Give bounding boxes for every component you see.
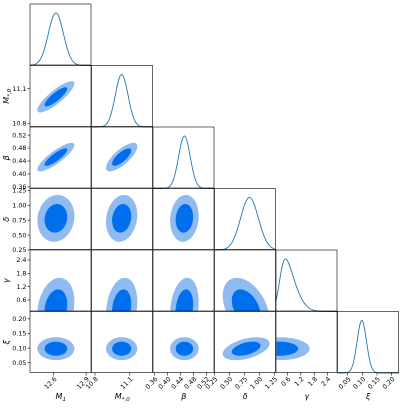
y-tick-label-delta: 0.75 — [12, 216, 26, 224]
y-tick-label-Mstar0: 11.1 — [12, 85, 26, 93]
contour-68-xi-vs-Mstar0 — [112, 341, 132, 356]
x-tick-label-delta: 0.50 — [219, 375, 235, 391]
panel-frame-gamma-beta — [152, 249, 215, 312]
panel-frame-beta-M1 — [29, 126, 92, 189]
contour-68-gamma-vs-beta — [175, 289, 194, 311]
x-axis-label-delta: δ — [243, 392, 248, 401]
y-tick-label-delta: 1.25 — [12, 186, 26, 194]
y-tick-label-delta: 1.00 — [12, 201, 26, 209]
panel-frame-gamma-M1 — [29, 249, 92, 312]
contour-68-xi-vs-M1 — [44, 341, 68, 356]
panel-frame-delta-beta — [152, 188, 215, 250]
panel-frame-beta-beta — [152, 126, 215, 189]
x-tick-label-gamma: 0.6 — [280, 375, 293, 388]
y-axis-label-delta: δ — [2, 217, 11, 222]
x-tick-label-gamma: 2.4 — [319, 375, 332, 388]
x-axis-label-gamma: γ — [304, 392, 310, 401]
contour-68-xi-vs-gamma — [276, 341, 299, 356]
panel-frame-M1-M1 — [29, 3, 92, 66]
panel-frame-beta-Mstar0 — [91, 126, 153, 189]
y-tick-label-xi: 0.20 — [12, 315, 26, 323]
y-axis-label-beta: β — [2, 155, 11, 161]
panel-frame-xi-gamma — [275, 311, 338, 373]
contour-68-beta-vs-M1 — [44, 148, 68, 166]
y-tick-label-beta: 0.36 — [12, 183, 26, 191]
panel-frame-gamma-Mstar0 — [91, 249, 153, 312]
x-tick-label-Mstar0: 11.1 — [119, 375, 135, 391]
x-tick-label-beta: 0.48 — [183, 375, 199, 391]
x-tick-label-xi: 0.10 — [351, 375, 367, 391]
x-axis-label-Mstar0: M*,0 — [115, 392, 130, 403]
y-tick-label-Mstar0: 10.8 — [12, 120, 26, 128]
panel-frame-delta-M1 — [29, 188, 92, 250]
panel-frame-Mstar0-M1 — [29, 65, 92, 127]
x-axis-label-M1: M1 — [56, 392, 66, 403]
y-tick-label-delta: 0.25 — [12, 246, 26, 254]
x-tick-label-xi: 0.20 — [381, 375, 397, 391]
x-axis-label-xi: ξ — [365, 392, 371, 401]
x-axis-label-beta: β — [180, 392, 186, 401]
panel-frame-xi-M1 — [29, 311, 92, 373]
x-tick-label-xi: 0.15 — [366, 375, 382, 391]
y-tick-label-xi: 0.10 — [12, 344, 26, 352]
y-tick-label-beta: 0.52 — [12, 131, 26, 139]
x-tick-label-xi: 0.05 — [337, 375, 353, 391]
panel-frame-delta-delta — [214, 188, 276, 250]
contour-68-xi-vs-beta — [175, 341, 194, 356]
contour-68-delta-vs-beta — [175, 204, 194, 233]
y-tick-label-beta: 0.44 — [12, 157, 26, 165]
panel-frame-xi-xi — [337, 311, 399, 373]
y-axis-label-gamma: γ — [2, 277, 11, 283]
contour-68-delta-vs-Mstar0 — [112, 204, 132, 233]
y-tick-label-delta: 0.50 — [12, 231, 26, 239]
y-tick-label-gamma: 0.6 — [16, 296, 26, 304]
contour-68-gamma-vs-delta — [231, 289, 261, 311]
y-tick-label-gamma: 1.8 — [16, 270, 26, 278]
contour-68-xi-vs-delta — [231, 341, 261, 356]
y-tick-label-gamma: 1.2 — [16, 283, 26, 291]
x-tick-label-beta: 0.36 — [144, 375, 160, 391]
panel-frame-xi-delta — [214, 311, 276, 373]
marginal-curve-delta — [214, 197, 277, 251]
marginal-curve-M1 — [29, 12, 92, 66]
contour-68-gamma-vs-M1 — [44, 289, 68, 311]
panel-frame-Mstar0-Mstar0 — [91, 65, 153, 127]
marginal-curve-xi — [337, 320, 399, 374]
x-tick-label-M1: 12.6 — [43, 375, 59, 391]
x-tick-label-delta: 1.00 — [248, 375, 264, 391]
contour-68-beta-vs-Mstar0 — [112, 148, 132, 166]
x-tick-label-beta: 0.40 — [157, 375, 173, 391]
x-tick-label-beta: 0.44 — [170, 375, 186, 391]
panel-frame-xi-beta — [152, 311, 215, 373]
y-tick-label-xi: 0.05 — [12, 359, 26, 367]
contour-68-Mstar0-vs-M1 — [44, 87, 68, 107]
x-tick-label-gamma: 1.2 — [293, 375, 306, 388]
panel-frame-xi-Mstar0 — [91, 311, 153, 373]
x-tick-label-delta: 1.25 — [263, 375, 279, 391]
x-tick-label-gamma: 1.8 — [306, 375, 319, 388]
marginal-curve-Mstar0 — [91, 74, 153, 128]
y-axis-label-Mstar0: M*,0 — [2, 88, 13, 103]
y-tick-label-gamma: 2.4 — [16, 256, 26, 264]
contour-68-gamma-vs-Mstar0 — [112, 289, 132, 311]
contour-68-delta-vs-M1 — [44, 204, 68, 233]
y-axis-label-xi: ξ — [2, 339, 11, 345]
x-tick-label-delta: 0.75 — [233, 375, 249, 391]
panel-frame-gamma-gamma — [275, 249, 338, 312]
marginal-curve-beta — [153, 135, 215, 189]
marginal-curve-gamma — [275, 258, 338, 312]
y-tick-label-xi: 0.15 — [12, 330, 26, 338]
y-tick-label-beta: 0.48 — [12, 144, 26, 152]
panel-frame-delta-Mstar0 — [91, 188, 153, 250]
panel-frame-gamma-delta — [214, 249, 276, 312]
y-tick-label-beta: 0.40 — [12, 170, 26, 178]
